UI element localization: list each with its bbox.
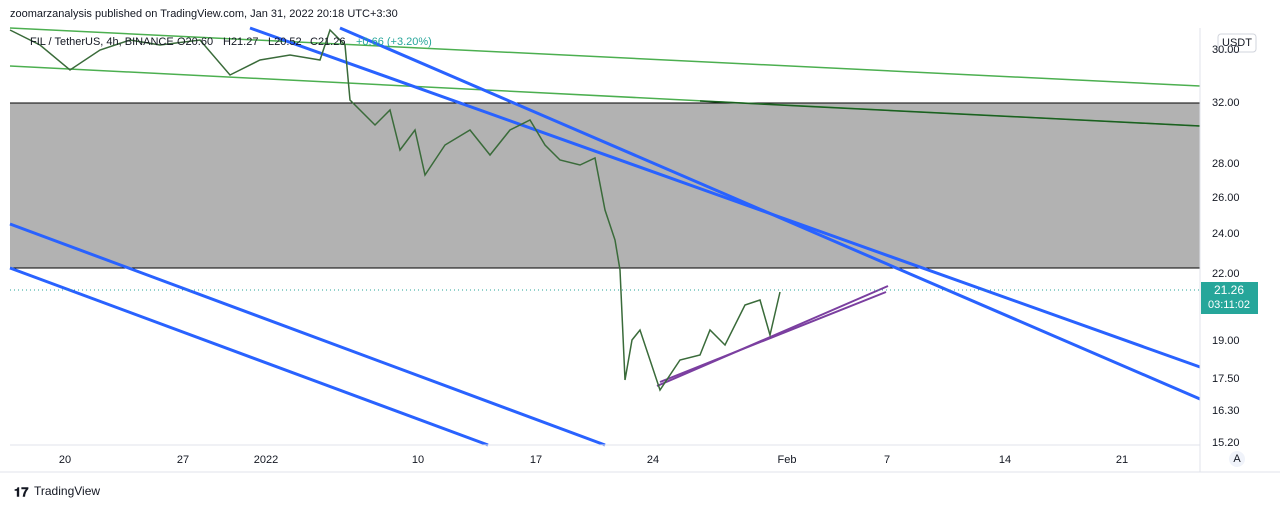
legend-low: L20.52 (268, 36, 302, 48)
time-label: 2022 (254, 454, 278, 466)
price-label: 30.00 (1212, 44, 1240, 56)
time-label: 7 (884, 454, 890, 466)
price-label: 15.20 (1212, 437, 1240, 449)
wedge-line (656, 285, 889, 387)
legend-symbol: FIL / TetherUS, 4h, BINANCE (30, 36, 174, 48)
price-label: 32.00 (1212, 97, 1240, 109)
legend-open: O20.60 (177, 36, 213, 48)
time-label: 24 (647, 454, 659, 466)
unit-button[interactable] (1217, 33, 1257, 53)
time-label: 17 (530, 454, 542, 466)
channel-line (339, 26, 1201, 401)
publisher: zoomarzanalysis published on TradingView… (10, 8, 398, 20)
last-price: 21.26 (1214, 283, 1244, 297)
price-label: 26.00 (1212, 192, 1240, 204)
price-label: 19.00 (1212, 335, 1240, 347)
legend-change: +0.66 (+3.20%) (356, 36, 432, 48)
last-price-box (1201, 282, 1258, 314)
brand: TradingView (34, 484, 100, 498)
logo: 𝟏𝟕 (14, 484, 29, 499)
price-label: 16.30 (1212, 405, 1240, 417)
wedge-line (659, 291, 887, 383)
legend-close: C21.26 (310, 36, 345, 48)
trend-line (699, 100, 1201, 127)
time-label: 20 (59, 454, 71, 466)
time-label: Feb (778, 454, 797, 466)
price-label: 17.50 (1212, 373, 1240, 385)
time-label: 10 (412, 454, 424, 466)
time-label: 27 (177, 454, 189, 466)
zone (10, 103, 1200, 268)
legend-high: H21.27 (223, 36, 258, 48)
channel-line (9, 266, 489, 447)
channel-line (9, 222, 606, 447)
price-label: 24.00 (1212, 228, 1240, 240)
trend-line (9, 27, 1201, 87)
auto-scale-button[interactable] (1229, 451, 1245, 467)
time-label: 14 (999, 454, 1011, 466)
price-label: 22.00 (1212, 268, 1240, 280)
auto-scale-label[interactable]: A (1233, 453, 1241, 465)
price-path (9, 28, 781, 392)
unit-label[interactable]: USDT (1222, 37, 1252, 49)
price-label: 28.00 (1212, 158, 1240, 170)
time-label: 21 (1116, 454, 1128, 466)
channel-line (249, 26, 1201, 369)
countdown: 03:11:02 (1208, 299, 1250, 311)
